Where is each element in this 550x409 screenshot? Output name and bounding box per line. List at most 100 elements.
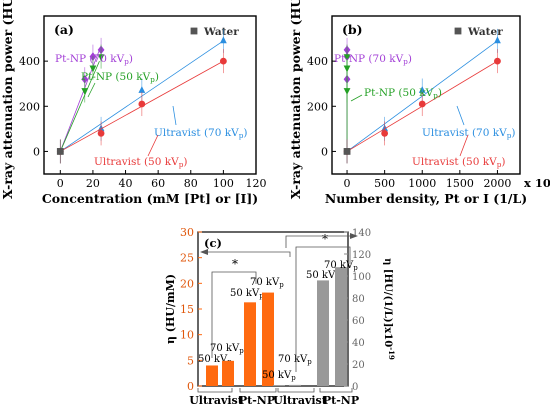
panel-b-series-label: Pt-NP (50 kVp) bbox=[364, 87, 442, 100]
panel-a-series-label: Pt-NP (70 kVp) bbox=[55, 53, 133, 66]
panel-c-right-tick-label: 60 bbox=[352, 316, 365, 327]
panel-b-series-label: Pt-NP (70 kVp) bbox=[334, 53, 412, 66]
panel-a-legend-label: Water bbox=[203, 26, 239, 38]
panel-a-x-tick-label: 20 bbox=[86, 177, 100, 190]
panel-a-point bbox=[56, 148, 64, 155]
panel-c-panel-label: (c) bbox=[204, 236, 222, 250]
panel-c-bar bbox=[317, 280, 329, 386]
panel-c-category-label: Ultravist bbox=[189, 394, 244, 407]
panel-c-category-bracket bbox=[319, 388, 353, 393]
panel-b-pointer bbox=[350, 94, 363, 102]
panel-a-y-axis-label: X-ray attenuation power (HU) bbox=[0, 0, 15, 199]
panel-b-x-multiplier: x 1019 bbox=[524, 174, 550, 190]
panel-b-legend-label: Water bbox=[467, 26, 503, 38]
panel-b-point bbox=[381, 129, 389, 137]
panel-c-category-label: Pt-NP bbox=[323, 394, 359, 407]
panel-c-left-tick-label: 20 bbox=[180, 277, 194, 290]
panel-c-category-label: Pt-NP bbox=[239, 394, 275, 407]
panel-c-right-tick-label: 140 bbox=[352, 228, 371, 239]
panel-b-y-tick-label: 0 bbox=[321, 145, 328, 158]
panel-a-x-tick-label: 100 bbox=[213, 177, 234, 190]
panel-c-bar-label: 70 kVp bbox=[210, 343, 244, 355]
panel-c-left-axis-label: η (HU/mM) bbox=[164, 274, 177, 344]
panel-a-x-tick-label: 120 bbox=[246, 177, 267, 190]
panel-a-y-tick-label: 0 bbox=[33, 145, 40, 158]
panel-c-bar-label: 70 kVp bbox=[278, 354, 312, 366]
panel-a-point bbox=[219, 36, 227, 44]
panel-c-right-tick-label: 80 bbox=[352, 294, 365, 305]
panel-c-arrowhead bbox=[200, 249, 208, 255]
panel-a-y-tick-label: 400 bbox=[19, 55, 40, 68]
panel-b-x-tick-label: 2000 bbox=[483, 177, 511, 190]
panel-c-left-tick-label: 5 bbox=[187, 354, 194, 367]
panel-c-arrowhead bbox=[350, 233, 358, 239]
panel-c-significance-star: * bbox=[232, 257, 238, 271]
panel-c-significance-bracket bbox=[295, 246, 351, 372]
panel-b-point bbox=[418, 86, 426, 93]
panel-c-left-tick-label: 0 bbox=[187, 380, 194, 393]
panel-a-y-tick-label: 200 bbox=[19, 100, 40, 113]
panel-b-x-tick-label: 1000 bbox=[408, 177, 436, 190]
panel-c-left-tick-label: 10 bbox=[180, 329, 194, 342]
panel-c-category-bracket bbox=[277, 388, 315, 393]
panel-c-category-bracket bbox=[239, 388, 277, 393]
panel-c-bar-label: 70 kVp bbox=[250, 277, 284, 289]
panel-a-x-tick-label: 40 bbox=[119, 177, 133, 190]
panel-b-y-tick-label: 200 bbox=[307, 100, 328, 113]
panel-b-point bbox=[343, 148, 351, 155]
panel-b-pointer bbox=[456, 105, 465, 126]
panel-b-point bbox=[494, 36, 501, 44]
panel-c-right-tick-label: 120 bbox=[352, 250, 371, 261]
panel-a-point bbox=[138, 86, 146, 93]
panel-c-right-tick-label: 0 bbox=[352, 382, 358, 393]
panel-b-point bbox=[494, 57, 501, 65]
panel-b-x-tick-label: 1500 bbox=[446, 177, 474, 190]
panel-b-legend-marker bbox=[454, 27, 462, 35]
panel-a-series-label: Pt-NP (50 kVp) bbox=[81, 71, 159, 84]
panel-c-category-label: Ultravist bbox=[273, 394, 328, 407]
panel-c-right-axis-label: η [HU/(1/L)]x10-19 bbox=[382, 258, 397, 360]
panel-b-x-tick-label: 500 bbox=[374, 177, 395, 190]
panel-b-pointer bbox=[459, 134, 469, 157]
panel-a-legend-marker bbox=[190, 27, 198, 35]
panel-b-series-label: Ultravist (70 kVp) bbox=[422, 127, 516, 140]
panel-a-pointer bbox=[87, 82, 96, 98]
panel-c-bar bbox=[244, 302, 256, 386]
panel-a-x-tick-label: 80 bbox=[184, 177, 198, 190]
panel-a-point bbox=[81, 88, 89, 95]
panel-a-point bbox=[89, 65, 97, 73]
panel-b-series-label: Ultravist (50 kVp) bbox=[412, 156, 506, 169]
panel-b-y-tick-label: 400 bbox=[307, 55, 328, 68]
panel-c-right-tick-label: 20 bbox=[352, 360, 365, 371]
panel-b-point bbox=[343, 88, 351, 95]
panel-a-point bbox=[97, 129, 105, 137]
panel-c-bar bbox=[273, 385, 285, 386]
panel-b-point bbox=[343, 65, 351, 73]
panel-c-bar-label: 50 kVp bbox=[230, 288, 264, 300]
panel-b-point bbox=[343, 54, 351, 62]
panel-a-point bbox=[138, 100, 146, 108]
panel-c-right-tick-label: 40 bbox=[352, 338, 365, 349]
panel-a-pointer bbox=[172, 105, 177, 126]
panel-a-point bbox=[97, 54, 105, 62]
panel-a-series-label: Ultravist (70 kVp) bbox=[154, 127, 248, 140]
panel-a-x-tick-label: 0 bbox=[57, 177, 64, 190]
panel-a-pointer bbox=[147, 134, 159, 157]
panel-c-bar-label: 50 kVp bbox=[262, 370, 296, 382]
panel-b-x-axis-label: Number density, Pt or I (1/L) bbox=[325, 191, 527, 206]
panel-b-point bbox=[418, 100, 426, 108]
panel-c-axis-pointer bbox=[246, 251, 291, 257]
panel-b-y-axis-label: X-ray attenuation power (HU) bbox=[288, 0, 303, 199]
panel-c-significance-bracket bbox=[211, 271, 257, 358]
panel-c-left-tick-label: 25 bbox=[180, 252, 194, 265]
panel-a-panel-label: (a) bbox=[54, 22, 74, 37]
panel-c-left-tick-label: 15 bbox=[180, 303, 194, 316]
panel-c-bar bbox=[206, 365, 218, 386]
panel-a-x-tick-label: 60 bbox=[151, 177, 165, 190]
panel-b-frame bbox=[331, 15, 521, 175]
panel-c-significance-star: * bbox=[322, 232, 328, 246]
panel-c-axis-pointer bbox=[285, 235, 350, 248]
panel-c-right-tick-label: 100 bbox=[352, 272, 371, 283]
panel-a-fit-line bbox=[59, 49, 100, 152]
